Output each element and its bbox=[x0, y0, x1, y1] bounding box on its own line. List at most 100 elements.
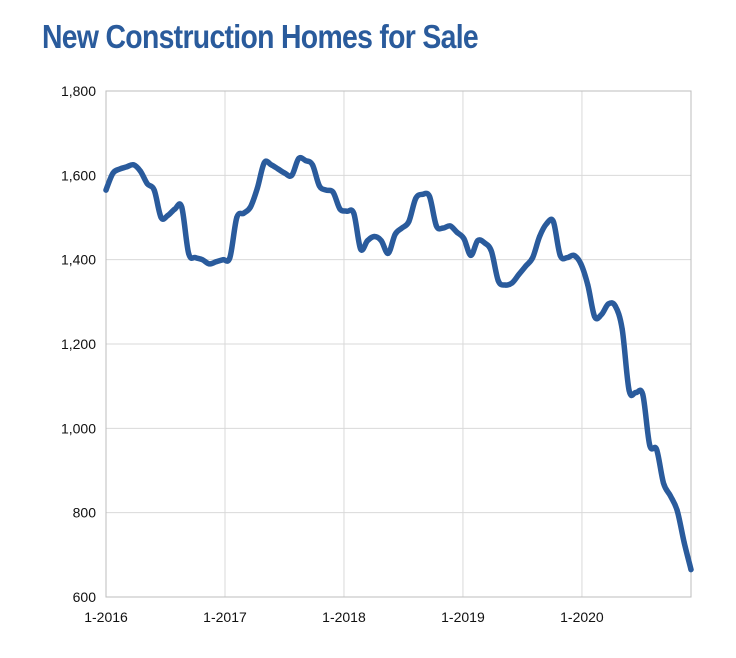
data-point bbox=[681, 539, 687, 545]
data-point bbox=[502, 282, 508, 288]
x-tick-label: 1-2019 bbox=[441, 609, 485, 625]
data-point bbox=[530, 254, 536, 261]
data-point bbox=[585, 282, 591, 288]
data-point bbox=[454, 229, 460, 235]
data-point bbox=[557, 252, 563, 259]
data-point bbox=[364, 238, 371, 244]
data-point bbox=[447, 223, 453, 229]
data-point bbox=[206, 261, 212, 267]
data-point bbox=[103, 187, 109, 193]
data-point bbox=[399, 225, 405, 231]
data-point bbox=[626, 387, 632, 393]
x-tick-label: 1-2017 bbox=[203, 609, 247, 625]
data-point bbox=[488, 248, 495, 254]
data-point bbox=[351, 210, 357, 216]
data-point bbox=[137, 168, 144, 174]
chart-grid bbox=[105, 90, 691, 598]
data-point bbox=[378, 238, 384, 244]
data-point bbox=[165, 212, 171, 218]
y-tick-label: 1,400 bbox=[61, 252, 96, 268]
data-point bbox=[550, 219, 556, 225]
data-point bbox=[323, 187, 329, 193]
data-point bbox=[564, 254, 570, 261]
chart-title: New Construction Homes for Sale bbox=[42, 18, 479, 55]
data-point bbox=[461, 235, 467, 242]
data-point bbox=[337, 206, 343, 212]
data-point bbox=[227, 254, 233, 261]
data-point bbox=[468, 252, 474, 259]
data-point bbox=[151, 187, 157, 193]
x-tick-label: 1-2020 bbox=[560, 609, 604, 625]
data-point bbox=[275, 166, 281, 172]
data-point bbox=[220, 257, 226, 263]
data-point bbox=[536, 233, 543, 240]
data-point bbox=[316, 183, 322, 189]
data-point bbox=[419, 191, 426, 197]
data-point bbox=[158, 214, 164, 221]
data-point bbox=[172, 206, 178, 212]
data-point bbox=[254, 185, 261, 191]
data-point bbox=[371, 233, 378, 240]
x-tick-label: 1-2018 bbox=[322, 609, 366, 625]
data-point bbox=[144, 181, 150, 187]
data-point bbox=[130, 162, 137, 168]
data-point bbox=[433, 223, 439, 229]
data-point bbox=[117, 166, 123, 172]
data-point bbox=[199, 257, 205, 263]
data-point bbox=[598, 311, 605, 318]
data-point bbox=[426, 193, 433, 200]
data-point bbox=[660, 480, 667, 486]
y-tick-label: 600 bbox=[73, 589, 97, 605]
data-point bbox=[247, 204, 254, 210]
data-point bbox=[185, 250, 192, 256]
data-point bbox=[633, 389, 639, 396]
plot-area-border bbox=[105, 90, 692, 598]
data-point bbox=[674, 507, 680, 514]
data-point bbox=[385, 250, 391, 256]
data-point bbox=[213, 259, 219, 265]
data-point bbox=[440, 225, 446, 231]
series-line bbox=[103, 154, 694, 573]
data-point bbox=[392, 231, 398, 237]
data-point bbox=[592, 313, 598, 320]
data-point bbox=[647, 442, 653, 448]
data-point bbox=[110, 170, 116, 176]
data-point bbox=[413, 195, 419, 202]
data-point bbox=[296, 155, 302, 162]
y-axis-ticks: 1,800 1,600 1,400 1,200 1,000 800 600 bbox=[61, 83, 96, 605]
data-point bbox=[619, 326, 625, 332]
data-point bbox=[578, 261, 584, 267]
data-point bbox=[192, 254, 199, 261]
data-point bbox=[302, 157, 309, 164]
data-point bbox=[653, 446, 660, 453]
data-point bbox=[358, 246, 364, 252]
data-point bbox=[543, 221, 550, 227]
data-point bbox=[509, 280, 515, 286]
x-tick-label: 1-2016 bbox=[84, 609, 128, 625]
data-point bbox=[640, 392, 646, 398]
y-tick-label: 1,800 bbox=[61, 83, 96, 99]
data-point bbox=[282, 170, 288, 176]
data-point bbox=[523, 263, 529, 269]
data-point bbox=[330, 189, 336, 195]
x-axis-ticks: 1-2016 1-2017 1-2018 1-2019 1-2020 bbox=[84, 609, 604, 625]
y-tick-label: 1,600 bbox=[61, 167, 96, 183]
data-point bbox=[289, 172, 295, 178]
y-tick-label: 1,200 bbox=[61, 336, 96, 352]
data-point bbox=[268, 162, 274, 168]
data-point bbox=[495, 278, 501, 284]
data-point bbox=[179, 204, 185, 210]
data-point bbox=[124, 164, 130, 170]
data-point bbox=[481, 240, 488, 246]
data-point bbox=[234, 214, 240, 221]
data-point bbox=[667, 493, 673, 499]
y-tick-label: 1,000 bbox=[61, 420, 96, 436]
data-point bbox=[309, 162, 316, 168]
data-point bbox=[344, 208, 350, 214]
data-point bbox=[241, 210, 247, 216]
data-point bbox=[516, 271, 522, 278]
data-point bbox=[406, 219, 412, 225]
data-point bbox=[475, 238, 481, 244]
y-tick-label: 800 bbox=[73, 505, 97, 521]
